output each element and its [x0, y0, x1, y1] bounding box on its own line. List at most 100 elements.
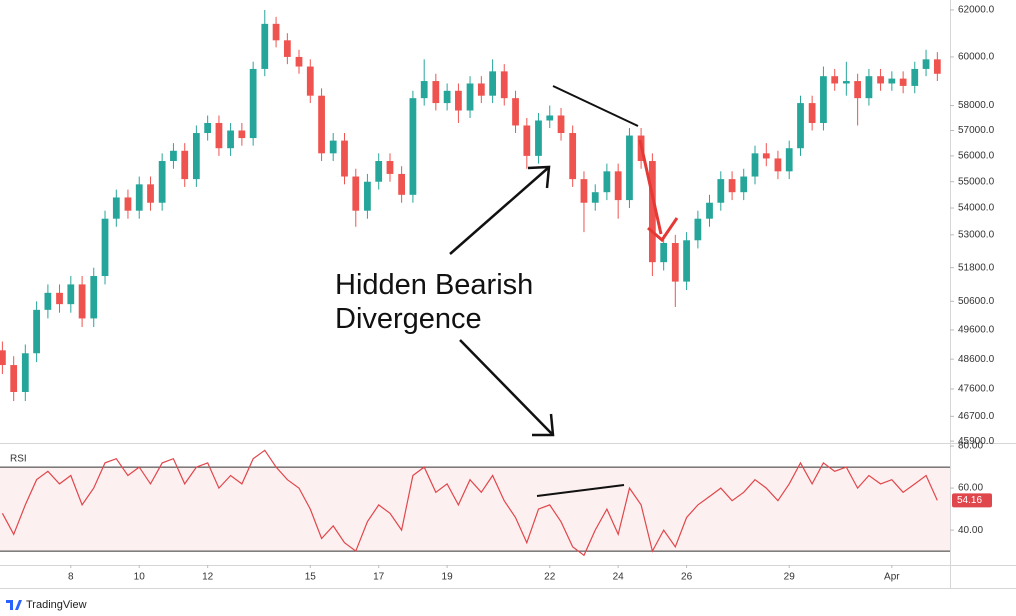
- y-tick-label: 51800.0: [958, 262, 995, 273]
- rsi-trendline: [536, 484, 625, 497]
- candle-body: [249, 68, 257, 139]
- x-tick-label: 12: [202, 572, 214, 583]
- candle-body: [842, 81, 850, 84]
- candle-body: [717, 179, 725, 203]
- rsi-y-tick-label: 80.00: [958, 441, 983, 452]
- candle-body: [785, 148, 793, 172]
- panes: [0, 0, 1016, 589]
- x-tick-label: 29: [784, 572, 796, 583]
- candle-body: [888, 78, 896, 84]
- y-tick-label: 48600.0: [958, 354, 995, 365]
- x-tick-label: 10: [134, 572, 146, 583]
- candle-body: [557, 115, 565, 134]
- x-tick-label: 19: [442, 572, 454, 583]
- candle-body: [546, 115, 554, 121]
- candle-body: [33, 309, 40, 354]
- candle-body: [306, 66, 314, 96]
- candle-body: [78, 284, 86, 319]
- x-tick-label: 22: [544, 572, 556, 583]
- candle-body: [694, 218, 702, 241]
- x-tick-label: Apr: [884, 572, 900, 583]
- candle-body: [10, 365, 18, 392]
- y-tick-label: 47600.0: [958, 384, 995, 395]
- footer-logo: TradingView: [6, 599, 87, 611]
- candle-body: [375, 161, 383, 182]
- logo-icon: [6, 600, 22, 610]
- candle-body: [341, 140, 348, 177]
- candle-body: [569, 133, 577, 180]
- x-tick-label: 8: [68, 572, 74, 583]
- candle-body: [386, 161, 394, 174]
- candle-body: [466, 83, 474, 111]
- candle-body: [500, 71, 508, 99]
- candle-body: [21, 353, 29, 392]
- candle-body: [101, 218, 109, 277]
- candle-body: [158, 161, 166, 203]
- y-tick-label: 49600.0: [958, 325, 995, 336]
- annotation: Hidden Bearish: [335, 269, 533, 301]
- candle-body: [512, 98, 519, 126]
- candle-body: [455, 90, 462, 111]
- candle-body: [147, 184, 154, 203]
- candle-body: [797, 103, 804, 149]
- candle-body: [762, 153, 770, 159]
- y-tick-label: 55000.0: [958, 176, 995, 187]
- candle-body: [238, 130, 246, 139]
- arrow-up-head: [527, 165, 551, 189]
- brand: TradingView: [26, 599, 87, 611]
- candle-body: [626, 135, 633, 201]
- candle-body: [283, 40, 291, 57]
- price-trendline: [552, 85, 639, 127]
- x-tick-label: 26: [681, 572, 693, 583]
- rsi-y-tick-label: 40.00: [958, 525, 983, 536]
- candle-body: [751, 153, 759, 177]
- candle-body: [215, 122, 223, 149]
- candle-body: [124, 197, 132, 211]
- candle-body: [614, 171, 622, 201]
- x-tick-label: 15: [305, 572, 317, 583]
- candle-body: [922, 59, 930, 69]
- y-tick-label: 60000.0: [958, 52, 995, 63]
- y-tick-label: 58000.0: [958, 100, 995, 111]
- y-tick-label: 46700.0: [958, 411, 995, 422]
- arrow-down-head: [532, 413, 555, 437]
- candle-body: [523, 125, 531, 156]
- candle-body: [535, 120, 542, 156]
- rsi-band-fill: [0, 467, 950, 552]
- rsi-line: [1, 449, 938, 557]
- candle-body: [911, 68, 919, 86]
- candle-body: [899, 78, 907, 86]
- candle-body: [706, 202, 713, 219]
- candle-body: [44, 292, 52, 310]
- y-tick-label: 53000.0: [958, 229, 995, 240]
- candle-body: [0, 350, 6, 366]
- candle-body: [90, 276, 98, 319]
- candle-body: [204, 122, 212, 134]
- candle-body: [648, 161, 656, 263]
- last-value-label: 54.16: [957, 495, 982, 506]
- arrow-up: [449, 167, 549, 255]
- y-tick-label: 62000.0: [958, 5, 995, 16]
- candle-body: [170, 150, 177, 162]
- candle-body: [181, 150, 189, 180]
- candle-body: [398, 173, 406, 195]
- candle-body: [477, 83, 485, 96]
- candle-body: [364, 181, 371, 211]
- candle-body: [603, 171, 611, 193]
- drawings: Hidden Bearish Divergence: [335, 85, 679, 497]
- candle-body: [877, 76, 884, 84]
- candle-body: [420, 81, 428, 99]
- candle-body: [443, 90, 451, 104]
- y-tick-label: 57000.0: [958, 125, 995, 136]
- candle-body: [933, 59, 941, 74]
- y-tick-label: 50600.0: [958, 296, 995, 307]
- candle-body: [489, 71, 497, 96]
- x-tick-label: 24: [613, 572, 625, 583]
- candle-body: [774, 158, 782, 172]
- candle-body: [683, 240, 690, 282]
- y-tick-label: 54000.0: [958, 203, 995, 214]
- candle-body: [261, 23, 269, 69]
- annotation: Divergence: [335, 303, 482, 335]
- candle-body: [352, 176, 360, 211]
